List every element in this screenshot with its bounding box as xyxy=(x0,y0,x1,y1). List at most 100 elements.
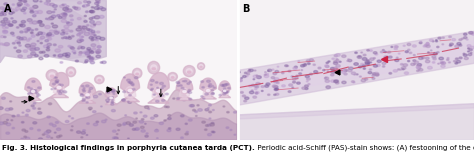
Circle shape xyxy=(19,45,21,46)
Text: Periodic acid-Schiff (PAS)-stain shows: (A) festooning of the dermal papillae (a: Periodic acid-Schiff (PAS)-stain shows: … xyxy=(255,145,474,151)
Circle shape xyxy=(189,81,191,82)
Circle shape xyxy=(374,52,377,54)
Circle shape xyxy=(323,70,325,71)
Circle shape xyxy=(47,116,50,118)
Circle shape xyxy=(49,17,54,20)
Circle shape xyxy=(112,91,115,93)
Circle shape xyxy=(9,101,12,102)
Circle shape xyxy=(27,5,29,6)
Circle shape xyxy=(426,60,430,63)
Circle shape xyxy=(176,128,180,131)
Circle shape xyxy=(67,10,69,11)
Circle shape xyxy=(55,80,59,82)
Circle shape xyxy=(60,62,63,63)
Circle shape xyxy=(63,32,65,33)
Circle shape xyxy=(64,25,69,28)
Circle shape xyxy=(46,136,50,138)
Circle shape xyxy=(45,25,50,29)
Circle shape xyxy=(90,57,92,59)
Circle shape xyxy=(275,89,276,90)
Circle shape xyxy=(22,112,24,113)
Circle shape xyxy=(134,112,137,114)
Polygon shape xyxy=(148,73,169,103)
Circle shape xyxy=(209,118,211,119)
Circle shape xyxy=(42,51,45,53)
Circle shape xyxy=(27,93,30,94)
Circle shape xyxy=(372,75,375,76)
Circle shape xyxy=(98,49,100,51)
Circle shape xyxy=(395,46,398,48)
Circle shape xyxy=(145,106,149,109)
Circle shape xyxy=(25,44,31,47)
Circle shape xyxy=(66,22,69,24)
Circle shape xyxy=(331,71,335,73)
Circle shape xyxy=(47,33,52,35)
Circle shape xyxy=(27,19,32,22)
Circle shape xyxy=(368,72,372,74)
Circle shape xyxy=(44,132,49,134)
Circle shape xyxy=(100,106,102,107)
Circle shape xyxy=(54,88,56,89)
Circle shape xyxy=(132,89,135,90)
Circle shape xyxy=(181,137,183,139)
Circle shape xyxy=(97,5,99,6)
Circle shape xyxy=(223,106,225,107)
Circle shape xyxy=(21,121,24,123)
Ellipse shape xyxy=(168,73,177,81)
Circle shape xyxy=(45,2,48,5)
Circle shape xyxy=(306,60,310,62)
Circle shape xyxy=(6,20,10,23)
Circle shape xyxy=(34,91,37,93)
Circle shape xyxy=(419,69,423,71)
Circle shape xyxy=(56,82,58,83)
Circle shape xyxy=(8,24,11,26)
Circle shape xyxy=(255,88,257,90)
Circle shape xyxy=(79,52,82,54)
Circle shape xyxy=(253,75,258,78)
Circle shape xyxy=(102,61,106,64)
Polygon shape xyxy=(79,82,96,103)
Circle shape xyxy=(341,71,346,73)
Circle shape xyxy=(461,38,464,39)
Circle shape xyxy=(222,84,224,85)
Polygon shape xyxy=(180,88,190,99)
Circle shape xyxy=(96,51,100,53)
Polygon shape xyxy=(82,92,92,102)
Circle shape xyxy=(23,0,27,2)
Circle shape xyxy=(12,4,15,5)
Circle shape xyxy=(417,65,419,66)
Circle shape xyxy=(84,51,89,54)
Circle shape xyxy=(369,69,372,70)
Circle shape xyxy=(51,15,56,18)
Circle shape xyxy=(234,134,236,135)
Circle shape xyxy=(11,9,14,11)
Circle shape xyxy=(0,43,3,45)
Circle shape xyxy=(11,120,13,121)
Circle shape xyxy=(72,126,73,127)
Circle shape xyxy=(0,107,3,110)
Circle shape xyxy=(432,41,434,42)
Circle shape xyxy=(68,37,72,39)
Circle shape xyxy=(73,6,75,8)
Circle shape xyxy=(37,40,39,42)
Circle shape xyxy=(403,64,408,66)
Circle shape xyxy=(441,62,446,65)
Circle shape xyxy=(62,37,64,39)
Circle shape xyxy=(331,80,335,82)
Circle shape xyxy=(31,30,34,31)
Circle shape xyxy=(112,99,114,101)
Circle shape xyxy=(205,109,209,111)
Circle shape xyxy=(251,90,253,91)
Circle shape xyxy=(155,130,159,132)
Circle shape xyxy=(155,89,162,93)
Polygon shape xyxy=(152,86,165,102)
Circle shape xyxy=(305,75,310,78)
Circle shape xyxy=(37,112,42,114)
Circle shape xyxy=(186,131,189,133)
Circle shape xyxy=(362,65,365,67)
Circle shape xyxy=(471,46,474,49)
Circle shape xyxy=(395,59,399,61)
Circle shape xyxy=(398,69,400,70)
Circle shape xyxy=(31,10,33,11)
Circle shape xyxy=(326,62,328,64)
